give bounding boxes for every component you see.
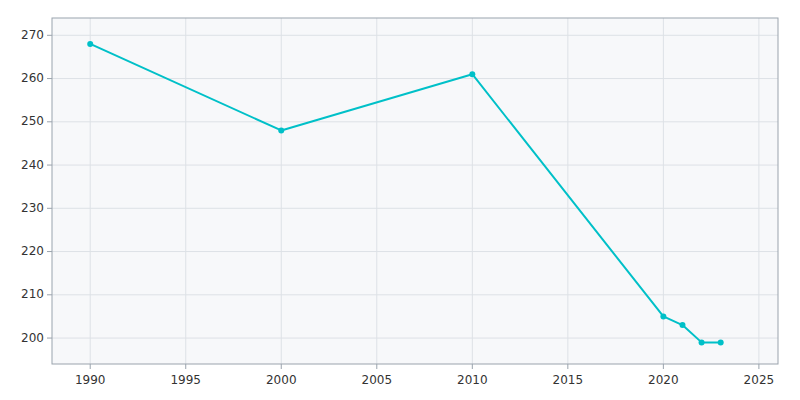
point — [699, 339, 705, 345]
point — [278, 127, 284, 133]
grid-line-y — [52, 294, 778, 295]
tick-mark-x — [90, 364, 91, 369]
grid-line-y — [52, 121, 778, 122]
tick-label-y: 210 — [21, 287, 44, 301]
tick-mark-x — [758, 364, 759, 369]
tick-mark-x — [663, 364, 664, 369]
grid-line-x — [472, 18, 473, 364]
tick-mark-x — [281, 364, 282, 369]
grid-line-x — [376, 18, 377, 364]
tick-label-y: 230 — [21, 201, 44, 215]
tick-mark-y — [47, 78, 52, 79]
tick-label-x: 2015 — [553, 373, 584, 387]
tick-label-x: 1995 — [170, 373, 201, 387]
tick-label-y: 240 — [21, 158, 44, 172]
grid-line-x — [185, 18, 186, 364]
tick-label-y: 220 — [21, 244, 44, 258]
grid-line-x — [663, 18, 664, 364]
tick-label-x: 2025 — [744, 373, 775, 387]
grid-line-x — [281, 18, 282, 364]
tick-mark-x — [567, 364, 568, 369]
tick-label-y: 250 — [21, 114, 44, 128]
tick-label-y: 270 — [21, 28, 44, 42]
point — [87, 41, 93, 47]
tick-mark-x — [185, 364, 186, 369]
grid-line-y — [52, 338, 778, 339]
grid-line-y — [52, 251, 778, 252]
point — [679, 322, 685, 328]
tick-mark-y — [47, 294, 52, 295]
plot-background — [52, 18, 778, 364]
axes: 200 210 220 230 240 250 260 270 1990 1995 2000 2005… — [21, 28, 774, 387]
chart-container: 200 210 220 230 240 250 260 270 1990 1995 2000 2005… — [0, 0, 800, 400]
grid-line-y — [52, 35, 778, 36]
grid-line-x — [90, 18, 91, 364]
tick-mark-y — [47, 35, 52, 36]
point — [660, 313, 666, 319]
grid-line-y — [52, 208, 778, 209]
tick-mark-y — [47, 165, 52, 166]
tick-mark-y — [47, 208, 52, 209]
series — [87, 41, 723, 345]
tick-label-x: 2005 — [362, 373, 393, 387]
tick-mark-y — [47, 338, 52, 339]
grid — [52, 18, 778, 364]
tick-label-y: 260 — [21, 71, 44, 85]
point — [718, 339, 724, 345]
tick-label-x: 1990 — [75, 373, 106, 387]
tick-label-y: 200 — [21, 331, 44, 345]
grid-line-x — [567, 18, 568, 364]
grid-line-x — [758, 18, 759, 364]
chart: 200 210 220 230 240 250 260 270 1990 1995 2000 2005… — [0, 0, 800, 400]
tick-label-x: 2010 — [457, 373, 488, 387]
line — [90, 44, 720, 342]
tick-mark-x — [376, 364, 377, 369]
grid-line-y — [52, 78, 778, 79]
tick-mark-y — [47, 121, 52, 122]
plot-frame — [52, 18, 778, 364]
grid-line-y — [52, 165, 778, 166]
tick-mark-x — [472, 364, 473, 369]
point — [469, 71, 475, 77]
tick-mark-y — [47, 251, 52, 252]
tick-label-x: 2000 — [266, 373, 297, 387]
tick-label-x: 2020 — [648, 373, 679, 387]
